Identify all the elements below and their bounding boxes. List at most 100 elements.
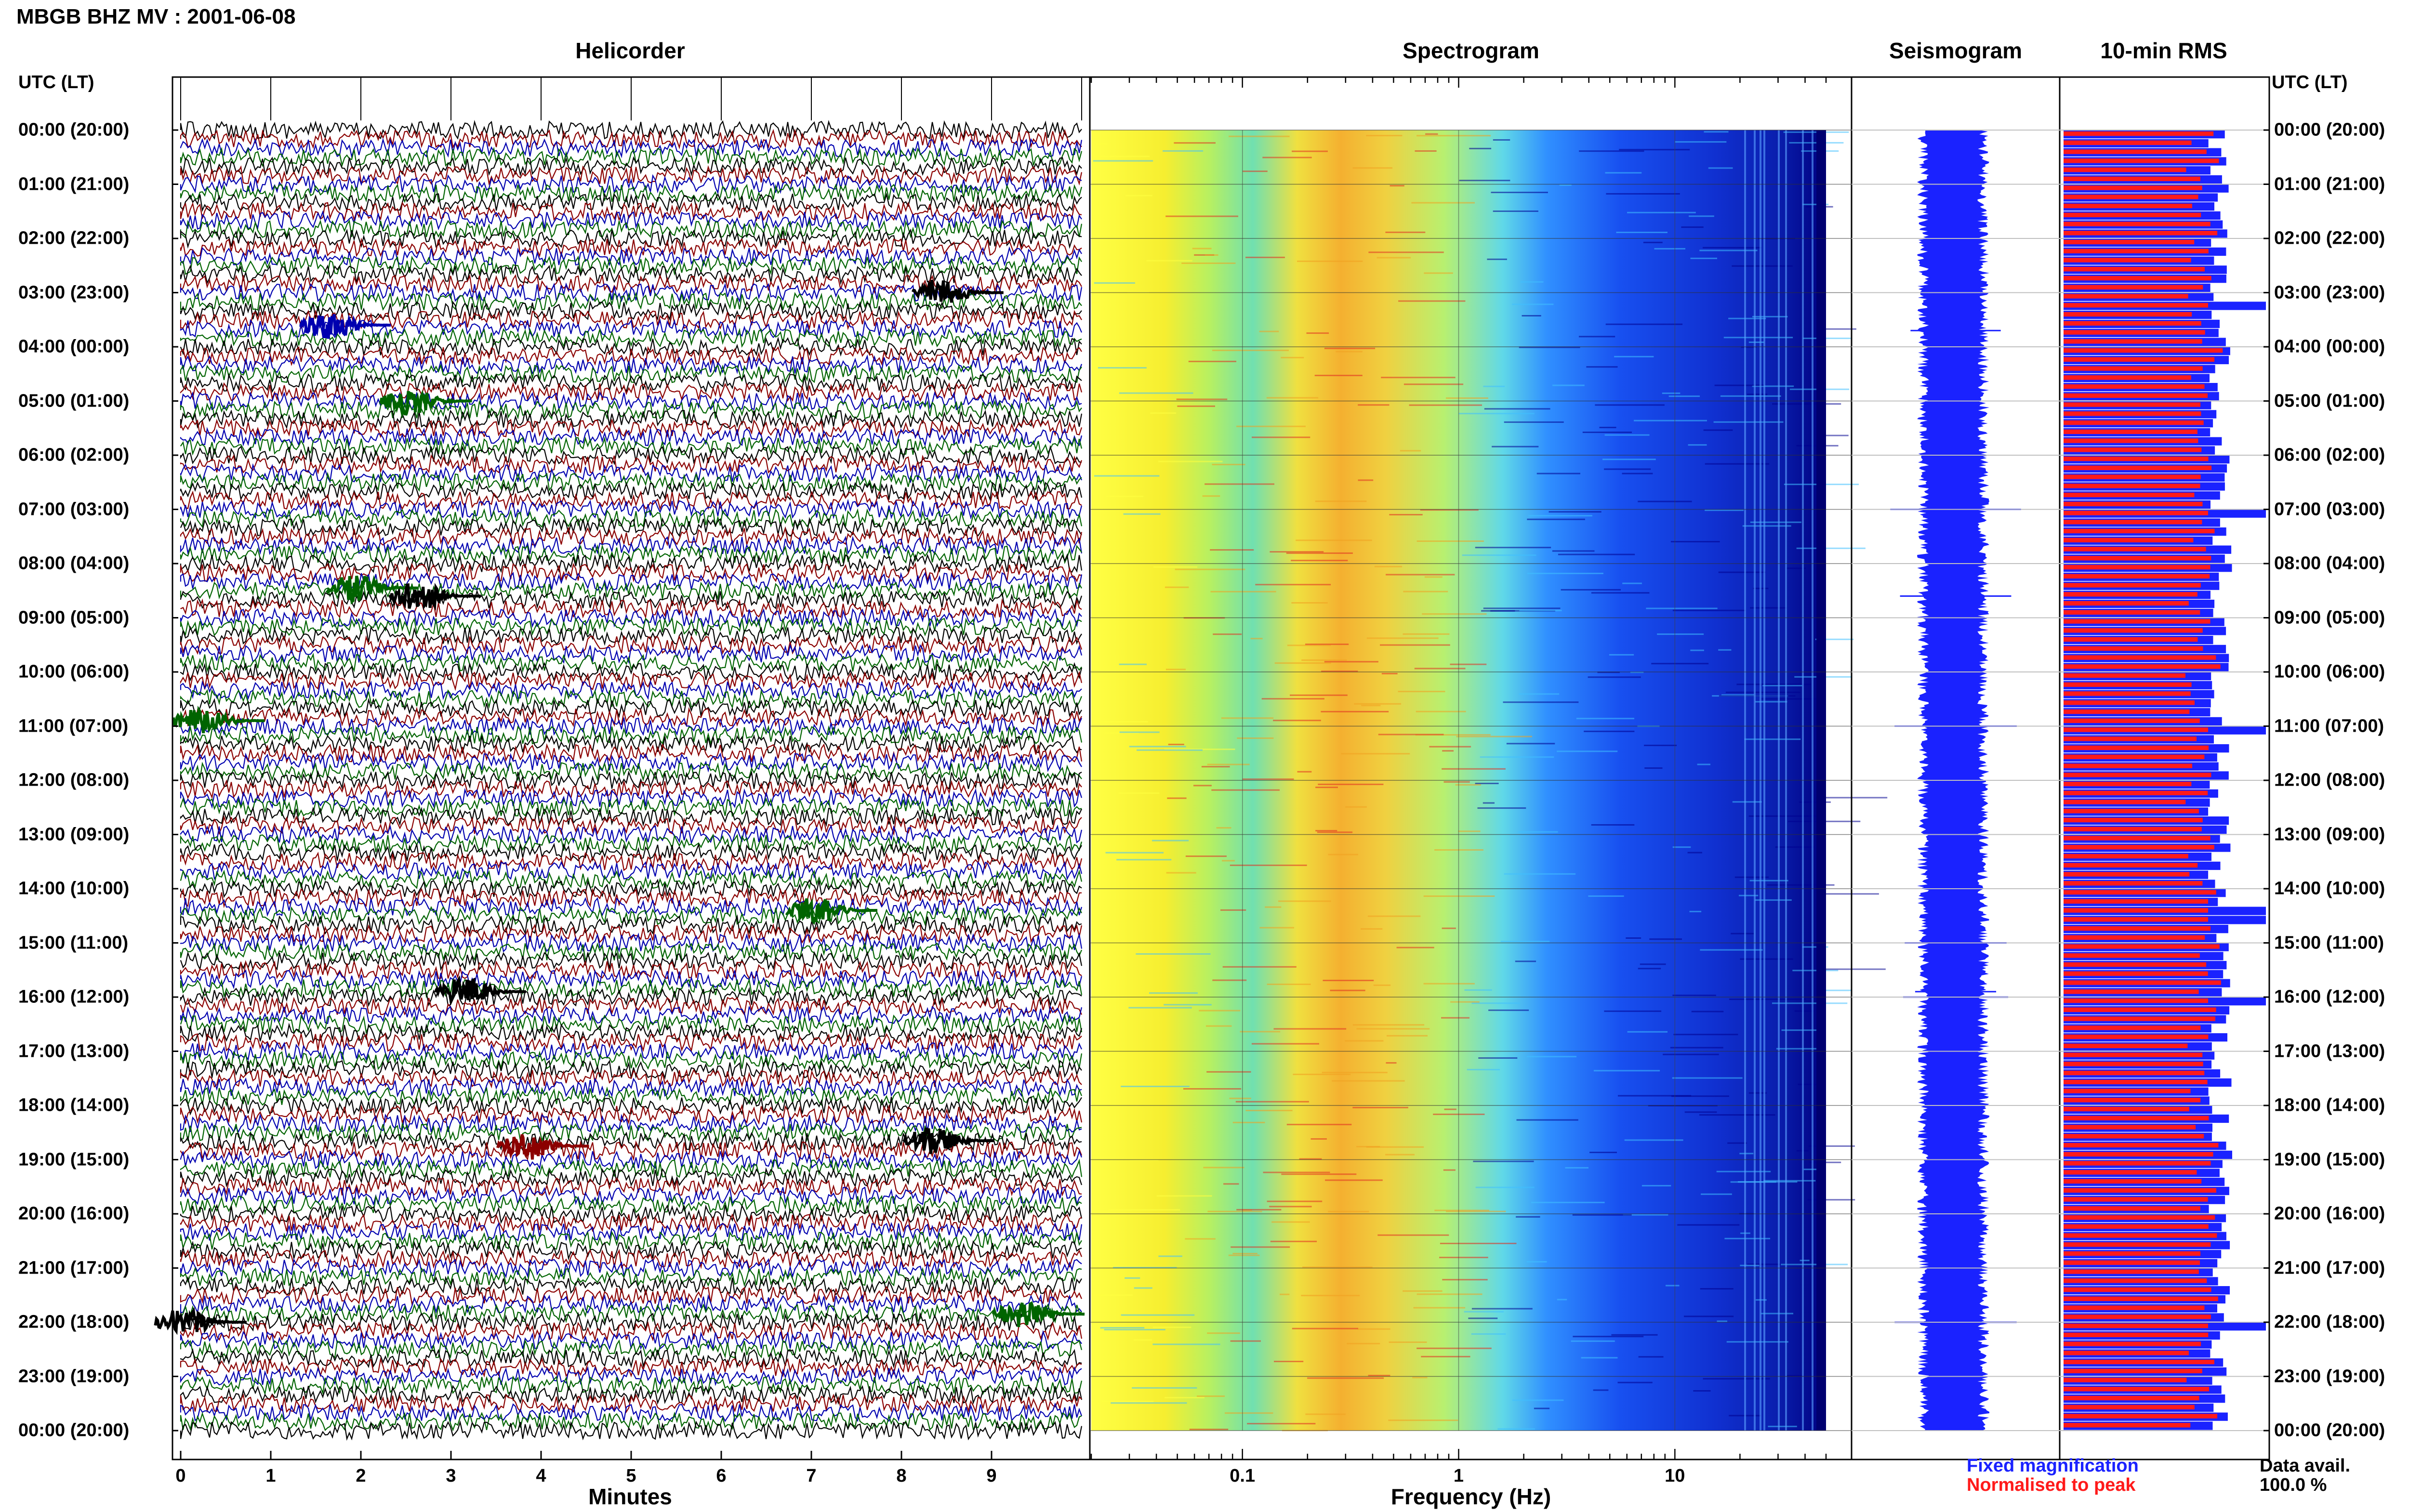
helicorder-trace xyxy=(180,174,1082,195)
spectrogram-streak xyxy=(1104,732,1139,734)
spectrogram-streak xyxy=(1441,1017,1469,1019)
spectrogram-streak xyxy=(1693,1390,1711,1392)
minute-tick-label: 4 xyxy=(536,1466,546,1486)
rms-bar-normalised xyxy=(2064,845,2214,850)
helicorder-trace xyxy=(180,986,1082,1008)
helicorder-trace xyxy=(180,1113,1082,1134)
spectrogram-streak xyxy=(1762,684,1802,686)
spectrogram-streak xyxy=(1755,899,1792,901)
spectrogram-streak xyxy=(1166,872,1196,874)
spectrogram-streak xyxy=(1705,463,1770,465)
helicorder-trace xyxy=(180,905,1082,926)
helicorder-trace xyxy=(180,1357,1082,1378)
spectrogram-streak xyxy=(1094,475,1160,477)
rms-bar-normalised xyxy=(2064,203,2192,209)
spectrogram-streak xyxy=(1129,746,1186,748)
rms-bar-normalised xyxy=(2064,167,2186,172)
spectrogram-streak xyxy=(1586,366,1618,368)
rms-bar-normalised xyxy=(2064,1269,2199,1274)
spectrogram-streak xyxy=(1442,927,1456,929)
helicorder-trace xyxy=(180,662,1083,683)
spectrogram-streak xyxy=(1323,980,1374,981)
spectrogram-streak xyxy=(1403,591,1448,592)
spectrogram-streak xyxy=(1201,766,1230,768)
spectrogram-streak xyxy=(1716,1170,1771,1172)
rms-bar-normalised xyxy=(2064,438,2198,443)
spectrogram-streak xyxy=(1493,139,1510,141)
spectrogram-streak xyxy=(1576,718,1634,720)
right-time-label: 05:00 (01:00) xyxy=(2274,391,2385,411)
right-time-label: 14:00 (10:00) xyxy=(2274,878,2385,899)
rms-bar-normalised xyxy=(2064,474,2201,479)
helicorder-trace xyxy=(180,1267,1082,1288)
spectrogram-streak xyxy=(1823,328,1856,330)
rms-bar-normalised xyxy=(2064,673,2185,678)
spectrogram-streak xyxy=(1423,895,1495,897)
spectrogram-streak xyxy=(1381,673,1398,674)
legend-normalised-to-peak: Normalised to peak xyxy=(1967,1475,2136,1495)
spectrogram-streak xyxy=(1212,349,1289,351)
spectrogram-streak xyxy=(1688,444,1707,446)
spectrogram-streak xyxy=(1450,663,1487,665)
spectrogram-streak xyxy=(1193,785,1212,787)
spectrogram-streak xyxy=(1800,1260,1810,1262)
spectrogram-streak xyxy=(1675,141,1727,143)
spectrogram-streak xyxy=(1807,1199,1855,1201)
spectrogram-streak xyxy=(1230,864,1307,866)
rms-bar-normalised xyxy=(2064,1152,2213,1157)
spectrogram-streak xyxy=(1690,257,1717,259)
spectrogram-streak xyxy=(1197,1395,1225,1397)
spectrogram-streak xyxy=(1700,1288,1734,1290)
spectrogram-streak xyxy=(1211,789,1280,791)
spectrogram-streak xyxy=(1132,1387,1197,1389)
helicorder-trace xyxy=(180,887,1082,908)
spectrogram-streak xyxy=(1705,509,1744,511)
spectrogram-streak xyxy=(1471,1308,1533,1310)
spectrogram-streak xyxy=(1459,180,1510,182)
rms-bar-normalised xyxy=(2064,1323,2208,1328)
spectrogram-streak xyxy=(1611,1334,1658,1336)
spectrogram-streak xyxy=(1204,483,1274,485)
spectrogram-streak xyxy=(1826,893,1879,895)
spectrogram-streak xyxy=(1792,970,1839,972)
helicorder-trace xyxy=(180,607,1082,628)
rms-bar-normalised xyxy=(2064,1134,2204,1139)
spectrogram-streak xyxy=(1534,1407,1550,1409)
spectrogram-streak xyxy=(1292,1328,1358,1329)
spectrogram-streak xyxy=(1251,1043,1319,1045)
rms-bar-normalised xyxy=(2064,637,2198,642)
spectrogram-streak xyxy=(1527,518,1585,520)
data-availability-label: Data avail. xyxy=(2260,1456,2350,1476)
spectrogram-streak xyxy=(1493,210,1538,212)
helicorder-trace xyxy=(180,932,1083,954)
minute-tick-label: 1 xyxy=(265,1466,276,1486)
rms-bar-normalised xyxy=(2064,773,2211,777)
rms-bar-normalised xyxy=(2064,366,2203,371)
spectrogram-streak xyxy=(1604,434,1650,436)
spectrogram-streak xyxy=(1442,750,1454,752)
rms-bar-normalised xyxy=(2064,1143,2219,1148)
spectrogram-streak xyxy=(1663,1053,1719,1055)
spectrogram-streak xyxy=(1237,737,1274,739)
rms-bar-normalised xyxy=(2064,447,2202,452)
helicorder-trace xyxy=(180,291,1082,312)
rms-bar-normalised xyxy=(2064,1414,2217,1419)
rms-bar-normalised xyxy=(2064,1423,2191,1428)
spectrogram-streak xyxy=(1549,511,1602,513)
spectrogram-streak xyxy=(1500,941,1550,942)
spectrogram-streak xyxy=(1274,1361,1304,1362)
rms-bar-normalised xyxy=(2064,1368,2202,1373)
helicorder-trace xyxy=(180,1249,1083,1269)
rms-bar-normalised xyxy=(2064,971,2208,976)
spectrogram-streak xyxy=(1240,1031,1281,1033)
spectrogram-streak xyxy=(1181,263,1236,264)
spectrogram-streak xyxy=(1464,989,1492,991)
spectrogram-streak xyxy=(1752,316,1788,317)
spectrogram-streak xyxy=(1626,937,1641,939)
helicorder-trace xyxy=(180,679,1082,700)
right-time-label: 18:00 (14:00) xyxy=(2274,1095,2385,1116)
helicorder-trace xyxy=(180,137,1083,159)
left-time-label: 17:00 (13:00) xyxy=(18,1041,130,1061)
helicorder-trace xyxy=(180,454,1083,475)
spectrogram-streak xyxy=(1367,915,1421,917)
